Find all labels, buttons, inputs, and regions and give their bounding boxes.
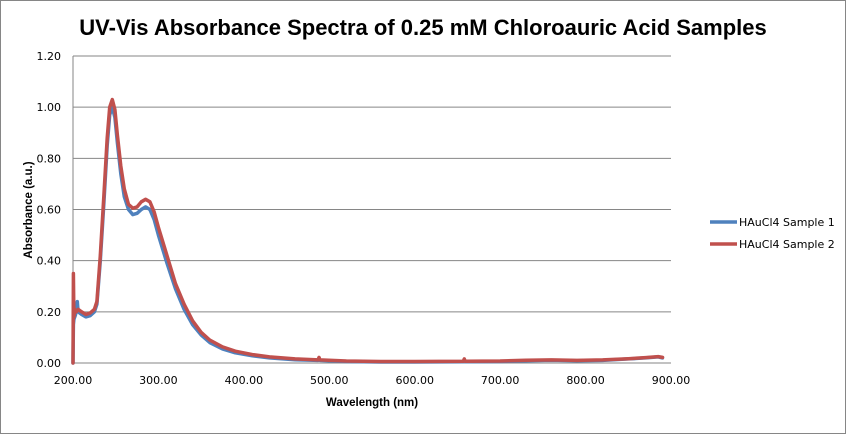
gridlines: [73, 55, 671, 313]
x-tick-label: 400.00: [225, 374, 264, 387]
legend: HAuCl4 Sample 1 HAuCl4 Sample 2: [710, 216, 835, 251]
x-tick-label: 900.00: [652, 374, 691, 387]
x-tick-label: 300.00: [139, 374, 178, 387]
x-tick-label: 600.00: [395, 374, 434, 387]
series-line-2: [71, 97, 665, 365]
legend-label-1: HAuCl4 Sample 1: [739, 216, 835, 229]
y-tick-label: 0.20: [37, 306, 62, 319]
y-tick-label: 0.00: [37, 357, 62, 370]
y-axis-ticks: 0.00 0.20 0.40 0.60 0.80 1.00 1.20: [37, 50, 62, 370]
y-tick-label: 0.40: [37, 255, 62, 268]
x-axis-ticks: 200.00 300.00 400.00 500.00 600.00 700.00 800.…: [54, 374, 691, 387]
legend-label-2: HAuCl4 Sample 2: [739, 238, 835, 251]
x-tick-label: 200.00: [54, 374, 93, 387]
y-tick-label: 1.20: [37, 50, 62, 63]
x-axis-title: Wavelength (nm): [326, 397, 418, 409]
x-tick-label: 800.00: [566, 374, 605, 387]
y-tick-label: 1.00: [37, 101, 62, 114]
x-tick-label: 500.00: [310, 374, 349, 387]
y-axis-title: Absorbance (a.u.): [23, 161, 35, 258]
series-group: [71, 97, 665, 365]
y-tick-label: 0.80: [37, 152, 62, 165]
y-tick-label: 0.60: [37, 204, 62, 217]
x-tick-label: 700.00: [481, 374, 520, 387]
chart-title: UV-Vis Absorbance Spectra of 0.25 mM Chl…: [79, 15, 767, 40]
